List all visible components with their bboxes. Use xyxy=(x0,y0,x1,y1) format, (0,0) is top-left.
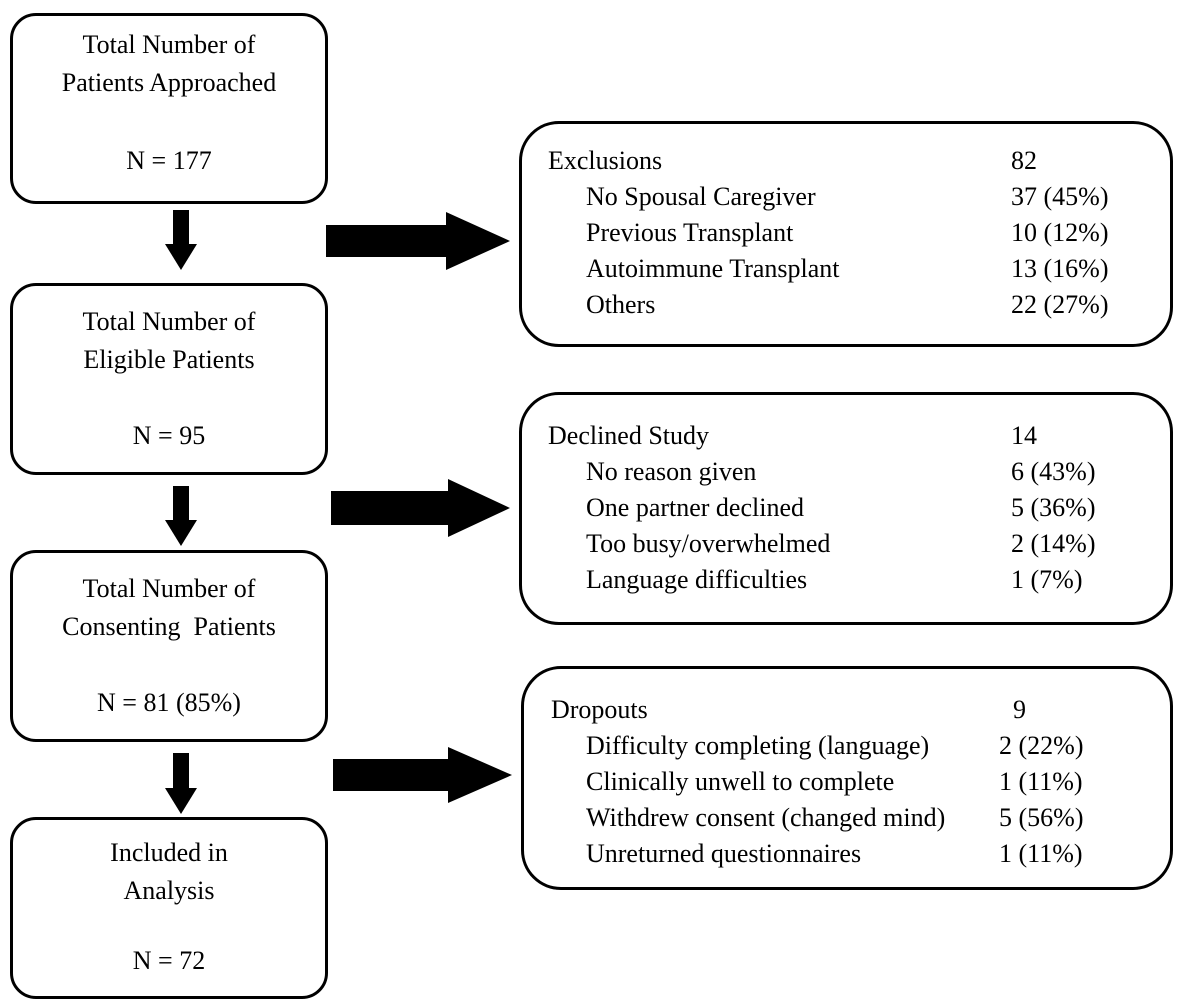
declined-item-value: 5 (36%) xyxy=(1011,493,1096,522)
stage-box-consenting: Total Number of Consenting Patients N = … xyxy=(10,550,328,742)
stage-title-line-1: Total Number of xyxy=(82,30,256,59)
stage-title-line-1: Total Number of xyxy=(82,574,256,603)
declined-box: Declined Study 14 No reason given 6 (43%… xyxy=(519,392,1173,625)
dropouts-header-value: 9 xyxy=(1013,695,1026,724)
stage-title-line-2: Consenting Patients xyxy=(62,612,276,641)
declined-item-label: No reason given xyxy=(586,457,757,486)
exclusions-box: Exclusions 82 No Spousal Caregiver 37 (4… xyxy=(519,121,1173,347)
stage-box-approached: Total Number of Patients Approached N = … xyxy=(10,13,328,204)
declined-item-value: 1 (7%) xyxy=(1011,565,1083,594)
right-arrow-declined xyxy=(331,479,510,537)
dropout-item-value: 2 (22%) xyxy=(999,731,1084,760)
stage-box-analysis: Included in Analysis N = 72 xyxy=(10,817,328,999)
dropout-item-value: 1 (11%) xyxy=(999,839,1083,868)
right-arrow-exclusions xyxy=(326,212,510,270)
stage-count: N = 81 (85%) xyxy=(97,688,241,717)
dropout-item-label: Difficulty completing (language) xyxy=(586,731,930,760)
exclusions-header-label: Exclusions xyxy=(548,146,663,175)
stage-box-eligible: Total Number of Eligible Patients N = 95 xyxy=(10,283,328,475)
stage-title-line-1: Included in xyxy=(110,838,228,867)
stage-title-line-2: Patients Approached xyxy=(61,68,277,97)
stage-count: N = 177 xyxy=(126,146,212,175)
dropout-item-label: Clinically unwell to complete xyxy=(586,767,895,796)
exclusion-item-label: Others xyxy=(586,290,656,319)
stage-title-line-1: Total Number of xyxy=(82,307,256,336)
exclusion-item-label: Autoimmune Transplant xyxy=(586,254,840,283)
stage-title-line-2: Analysis xyxy=(123,876,215,905)
stage-title-line-2: Eligible Patients xyxy=(83,345,255,374)
declined-item-value: 2 (14%) xyxy=(1011,529,1096,558)
exclusion-item-value: 22 (27%) xyxy=(1011,290,1109,319)
exclusion-item-value: 10 (12%) xyxy=(1011,218,1109,247)
stage-count: N = 95 xyxy=(132,421,206,450)
declined-header-value: 14 xyxy=(1011,421,1037,450)
declined-item-label: Language difficulties xyxy=(586,565,808,594)
down-arrow-3 xyxy=(165,753,197,814)
exclusion-item-label: Previous Transplant xyxy=(586,218,794,247)
declined-item-value: 6 (43%) xyxy=(1011,457,1096,486)
exclusion-item-value: 13 (16%) xyxy=(1011,254,1109,283)
declined-header-label: Declined Study xyxy=(548,421,710,450)
declined-item-label: Too busy/overwhelmed xyxy=(586,529,831,558)
dropout-item-value: 1 (11%) xyxy=(999,767,1083,796)
down-arrow-1 xyxy=(165,210,197,270)
dropout-item-label: Withdrew consent (changed mind) xyxy=(586,803,946,832)
dropout-item-value: 5 (56%) xyxy=(999,803,1084,832)
exclusions-header-value: 82 xyxy=(1011,146,1037,175)
dropouts-header-label: Dropouts xyxy=(551,695,648,724)
exclusion-item-value: 37 (45%) xyxy=(1011,182,1109,211)
down-arrow-2 xyxy=(165,486,197,546)
declined-item-label: One partner declined xyxy=(586,493,805,522)
dropouts-box: Dropouts 9 Difficulty completing (langua… xyxy=(521,666,1173,890)
stage-count: N = 72 xyxy=(132,946,206,975)
dropout-item-label: Unreturned questionnaires xyxy=(586,839,862,868)
right-arrow-dropouts xyxy=(333,747,512,803)
exclusion-item-label: No Spousal Caregiver xyxy=(586,182,816,211)
